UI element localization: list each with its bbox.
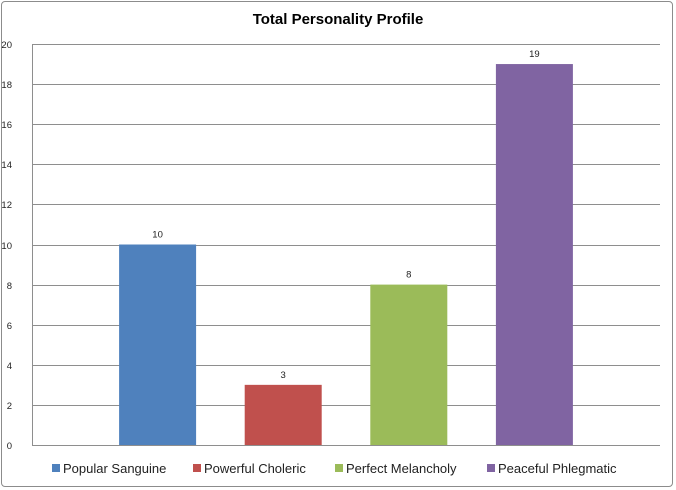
bars [119, 64, 573, 446]
data-label: 8 [406, 270, 411, 281]
data-label: 3 [281, 370, 286, 381]
chart-title: Total Personality Profile [253, 11, 424, 28]
legend-label: Popular Sanguine [63, 461, 166, 476]
legend-swatch [487, 464, 495, 472]
legend-label: Perfect Melancholy [346, 461, 457, 476]
bar-perfect-melancholy [370, 284, 448, 445]
y-tick-label: 6 [7, 321, 12, 332]
data-label: 19 [529, 49, 540, 60]
y-tick-label: 20 [1, 40, 12, 51]
legend: Popular Sanguine Powerful Choleric Perfect… [52, 461, 617, 476]
legend-label: Powerful Choleric [204, 461, 306, 476]
bar-popular-sanguine [119, 244, 197, 445]
y-tick-label: 18 [1, 80, 12, 91]
y-tick-label: 14 [1, 160, 12, 171]
y-tick-label: 16 [1, 120, 12, 131]
bar-powerful-choleric [244, 384, 322, 445]
y-tick-label: 12 [1, 200, 12, 211]
data-labels: 10 3 8 19 [152, 49, 539, 381]
y-tick-label: 4 [7, 361, 12, 372]
data-label: 10 [152, 230, 163, 241]
y-tick-label: 10 [1, 241, 12, 252]
legend-swatch [52, 464, 60, 472]
y-tick-label: 2 [7, 401, 12, 412]
legend-swatch [193, 464, 201, 472]
legend-label: Peaceful Phlegmatic [498, 461, 617, 476]
y-tick-label: 8 [7, 281, 12, 292]
bar-peaceful-phlegmatic [495, 64, 573, 446]
legend-swatch [335, 464, 343, 472]
y-tick-label: 0 [7, 441, 12, 452]
y-axis: 0 2 4 6 8 10 12 14 16 18 20 [1, 40, 33, 452]
